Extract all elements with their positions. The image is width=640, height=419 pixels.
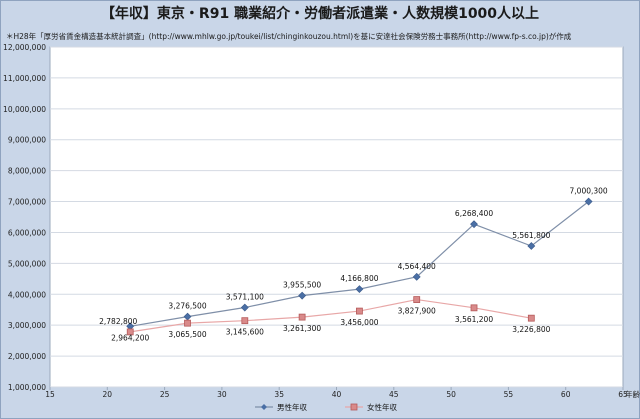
- x-tick-label: 15: [45, 390, 55, 399]
- data-label: 3,827,900: [398, 307, 436, 316]
- data-label: 5,561,800: [512, 231, 550, 240]
- y-tick-label: 2,000,000: [8, 352, 46, 361]
- data-point: [355, 285, 364, 294]
- grid-layer: [49, 46, 624, 390]
- x-tick-label: 30: [217, 390, 227, 399]
- y-tick-label: 6,000,000: [8, 228, 46, 237]
- plot-area: [49, 46, 624, 388]
- y-tick-label: 3,000,000: [8, 321, 46, 330]
- x-tick-label: 45: [389, 390, 399, 399]
- chart-title: 【年収】東京・R91 職業紹介・労働者派遣業・人数規模1000人以上: [100, 6, 540, 22]
- data-label: 2,782,800: [99, 317, 137, 326]
- legend: 男性年収 女性年収: [255, 402, 397, 412]
- x-tick-label: 55: [504, 390, 514, 399]
- x-tick-label: 35: [274, 390, 284, 399]
- data-point: [413, 296, 421, 303]
- legend-label: 女性年収: [367, 402, 397, 412]
- y-tick-label: 12,000,000: [3, 43, 46, 52]
- x-tick-label: 25: [160, 390, 170, 399]
- data-point: [241, 317, 249, 325]
- data-label: 3,261,300: [283, 324, 321, 333]
- data-point: [240, 303, 249, 312]
- data-label: 3,065,500: [168, 330, 206, 339]
- data-point: [412, 272, 421, 281]
- x-tick-label: 40: [332, 390, 342, 399]
- x-tick-label: 65: [618, 390, 628, 399]
- data-label: 2,964,200: [111, 333, 149, 342]
- data-label: 4,564,400: [398, 262, 436, 271]
- data-point: [126, 328, 134, 336]
- series-layer: [126, 197, 593, 336]
- data-point: [298, 291, 307, 300]
- legend-label: 男性年収: [277, 402, 307, 412]
- x-tick-label: 50: [446, 390, 456, 399]
- legend-marker: [350, 403, 358, 411]
- y-tick-label: 5,000,000: [8, 259, 46, 268]
- x-tick-label: 60: [561, 390, 571, 399]
- data-label-layer: 2,964,200 3,276,500 3,571,100 3,955,500 4,16…: [99, 187, 608, 343]
- data-label: 3,571,100: [226, 293, 264, 302]
- data-point: [527, 314, 535, 322]
- data-point: [584, 197, 593, 206]
- x-tick-label: 20: [103, 390, 113, 399]
- data-point: [298, 313, 306, 321]
- data-point: [470, 220, 478, 229]
- data-point: [470, 304, 478, 312]
- x-axis-label: 年齢: [625, 389, 640, 399]
- series-line-female: [130, 298, 532, 333]
- data-label: 3,561,200: [455, 315, 493, 324]
- y-tick-label: 1,000,000: [8, 383, 46, 392]
- y-tick-label: 4,000,000: [8, 290, 46, 299]
- chart-subtitle: ＊H28年「厚労省賃金構造基本統計調査」(http://www.mhlw.go.…: [6, 32, 572, 41]
- legend-marker: [261, 404, 267, 410]
- y-axis-ticks: 1,000,000 2,000,000 3,000,000 4,000,000 5,00…: [3, 43, 46, 392]
- y-tick-label: 9,000,000: [8, 136, 46, 145]
- data-label: 3,145,600: [226, 328, 264, 337]
- data-label: 6,268,400: [455, 209, 493, 218]
- data-point: [356, 307, 363, 315]
- data-label: 7,000,300: [570, 187, 608, 196]
- data-label: 4,166,800: [340, 274, 378, 283]
- y-tick-label: 10,000,000: [3, 105, 46, 114]
- data-point: [184, 319, 191, 327]
- data-label: 3,456,000: [340, 318, 378, 327]
- y-tick-label: 8,000,000: [8, 167, 46, 176]
- data-label: 3,955,500: [283, 281, 321, 290]
- x-axis-ticks: 15 20 25 30 35 40 45 50 55 60 65: [45, 390, 628, 399]
- data-label: 3,276,500: [168, 302, 206, 311]
- data-point: [527, 242, 536, 250]
- y-tick-label: 11,000,000: [3, 74, 46, 83]
- y-tick-label: 7,000,000: [8, 198, 46, 207]
- data-label: 3,226,800: [512, 325, 550, 334]
